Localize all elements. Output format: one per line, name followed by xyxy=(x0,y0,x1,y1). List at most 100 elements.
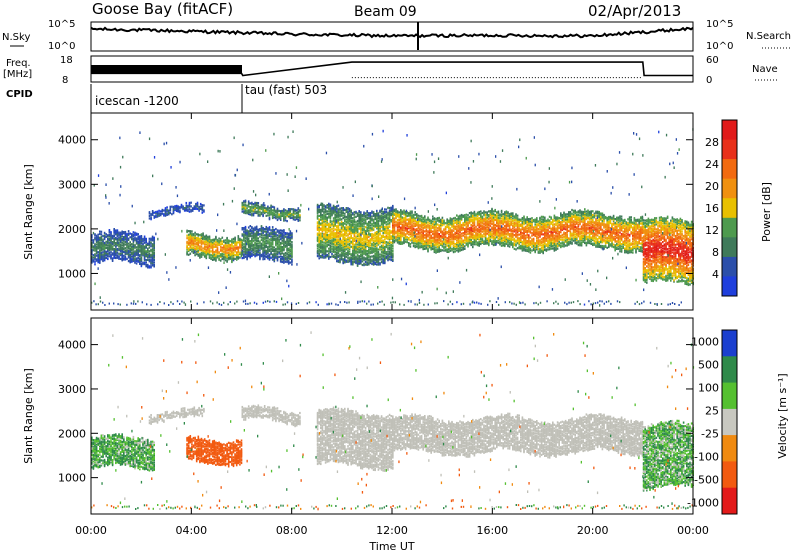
scatter-cell xyxy=(347,219,349,222)
scatter-cell xyxy=(143,241,146,244)
scatter-cell xyxy=(411,224,413,227)
scatter-cell xyxy=(425,239,428,243)
scatter-cell xyxy=(292,214,295,217)
scatter-cell xyxy=(339,217,341,220)
scatter-cell xyxy=(150,253,152,256)
scatter-cell xyxy=(316,245,319,248)
scatter-cell xyxy=(497,218,500,221)
scatter-cell xyxy=(332,220,335,224)
scatter-cell xyxy=(459,248,461,251)
scatter-cell xyxy=(366,213,368,216)
scatter-cell xyxy=(422,216,424,219)
scatter-cell xyxy=(462,243,464,246)
scatter-cell xyxy=(446,218,448,221)
scatter-cell xyxy=(150,242,152,245)
scatter-cell xyxy=(497,235,500,238)
scatter-cell xyxy=(226,260,228,263)
scatter-cell xyxy=(454,228,456,231)
scatter-cell xyxy=(270,252,272,256)
scatter-cell xyxy=(203,240,206,243)
scatter-cell xyxy=(284,211,287,214)
scatter-cell xyxy=(350,213,352,216)
scatter-cell xyxy=(243,239,245,242)
scatter-cell xyxy=(124,232,127,235)
scatter-cell xyxy=(97,237,99,240)
scatter-cell xyxy=(470,233,472,237)
scatter-cell xyxy=(446,224,448,227)
scatter-cell xyxy=(356,233,359,236)
scatter-cell xyxy=(134,259,136,262)
scatter-cell xyxy=(91,257,93,260)
scatter-cell xyxy=(332,248,335,251)
scatter-cell xyxy=(111,259,114,262)
scatter-cell xyxy=(412,215,415,218)
scatter-cell xyxy=(321,227,324,230)
scatter-cell xyxy=(205,238,208,241)
scatter-cell xyxy=(151,256,154,259)
scatter-cell xyxy=(270,256,272,259)
scatter-cell xyxy=(116,238,119,241)
scatter-cell xyxy=(446,250,448,253)
scatter-cell xyxy=(273,228,276,232)
scatter-cell xyxy=(492,222,495,225)
scatter-cell xyxy=(384,218,386,221)
scatter-cell xyxy=(129,241,131,244)
scatter-cell xyxy=(147,243,149,246)
scatter-cell xyxy=(276,241,279,244)
scatter-cell xyxy=(484,242,487,245)
scatter-cell xyxy=(278,243,280,246)
scatter-cell xyxy=(443,240,445,243)
scatter-cell xyxy=(255,211,258,215)
scatter-cell xyxy=(257,253,260,256)
scatter-cell xyxy=(194,254,196,257)
scatter-cell xyxy=(377,212,380,215)
scatter-cell xyxy=(451,231,453,234)
scatter-cell xyxy=(452,219,455,222)
scatter-cell xyxy=(336,247,338,250)
scatter-cell xyxy=(392,244,394,247)
scatter-cell xyxy=(137,243,139,246)
scatter-cell xyxy=(216,246,219,249)
scatter-cell xyxy=(361,232,364,235)
scatter-cell xyxy=(486,217,488,220)
scatter-cell xyxy=(279,215,282,218)
scatter-cell xyxy=(331,214,333,217)
scatter-cell xyxy=(187,238,190,241)
scatter-cell xyxy=(139,245,141,248)
scatter-cell xyxy=(289,230,292,233)
scatter-cell xyxy=(396,211,399,214)
scatter-cell xyxy=(332,242,335,245)
scatter-cell xyxy=(110,241,112,244)
scatter-cell xyxy=(291,208,293,211)
scatter-cell xyxy=(260,227,263,230)
scatter-cell xyxy=(268,241,271,244)
scatter-cell xyxy=(263,249,266,252)
scatter-cell xyxy=(344,253,346,256)
scatter-cell xyxy=(135,257,138,260)
scatter-cell xyxy=(135,241,138,244)
scatter-cell xyxy=(262,231,264,235)
scatter-cell xyxy=(92,241,95,244)
scatter-cell xyxy=(446,219,448,222)
scatter-cell xyxy=(396,210,399,213)
scatter-cell xyxy=(457,233,460,236)
scatter-cell xyxy=(254,227,256,230)
scatter-cell xyxy=(284,216,287,219)
scatter-cell xyxy=(377,234,380,237)
scatter-cell xyxy=(344,233,346,237)
scatter-cell xyxy=(251,231,253,234)
scatter-cell xyxy=(372,257,375,260)
scatter-cell xyxy=(232,256,235,259)
scatter-cell xyxy=(475,240,477,243)
scatter-cell xyxy=(148,240,151,243)
scatter-cell xyxy=(366,243,368,246)
scatter-cell xyxy=(241,208,244,211)
scatter-cell xyxy=(110,247,112,250)
scatter-cell xyxy=(208,238,211,241)
scatter-cell xyxy=(350,215,352,218)
scatter-cell xyxy=(246,241,248,245)
scatter-cell xyxy=(91,259,93,262)
scatter-cell xyxy=(318,238,320,241)
scatter-cell xyxy=(457,220,460,223)
scatter-cell xyxy=(151,243,154,246)
